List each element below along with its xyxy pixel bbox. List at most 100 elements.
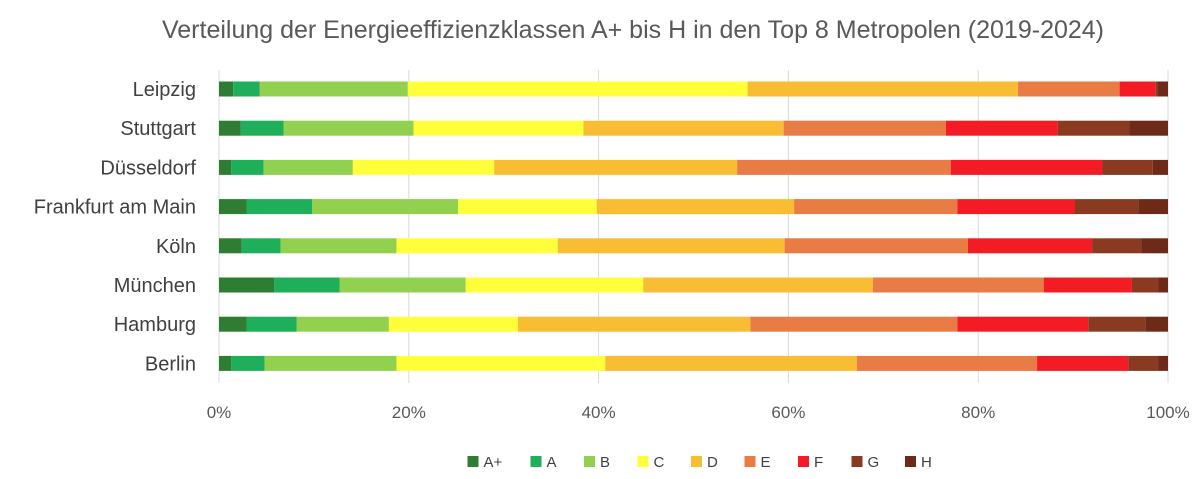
gridlines — [218, 70, 1169, 383]
bar-segment — [1128, 355, 1159, 371]
bar-segment — [1141, 238, 1168, 254]
bar-segment — [794, 199, 958, 215]
bar-segment — [605, 355, 857, 371]
bar-segment — [465, 277, 644, 293]
bar-segment — [557, 238, 785, 254]
bar-segment — [872, 277, 1044, 293]
legend-label: D — [707, 454, 718, 471]
legend-swatch — [905, 456, 916, 467]
bar-segment — [231, 159, 264, 175]
x-tick-label: 80% — [961, 403, 995, 422]
bar-segment — [264, 355, 397, 371]
category-axis: Leipzig Stuttgart Düsseldorf Frankfurt am M… — [34, 79, 197, 375]
bar-segment — [747, 81, 1019, 97]
bar-segment — [1018, 81, 1120, 97]
bar-segment — [1131, 277, 1159, 293]
category-label: Leipzig — [133, 79, 196, 101]
bar-segment — [352, 159, 495, 175]
bars — [219, 81, 1168, 371]
bar-segment — [1157, 81, 1168, 97]
x-tick-label: 40% — [582, 403, 616, 422]
bar-segment — [219, 199, 247, 215]
category-label: Stuttgart — [120, 118, 196, 140]
bar-segment — [856, 355, 1038, 371]
bar-segment — [1145, 316, 1168, 332]
bar-segment — [219, 277, 275, 293]
legend-label: A+ — [484, 454, 503, 471]
bar-segment — [643, 277, 873, 293]
x-tick-label: 20% — [392, 403, 426, 422]
bar-segment — [1088, 316, 1146, 332]
bar-segment — [246, 199, 313, 215]
bar-segment — [396, 238, 558, 254]
bar-segment — [1129, 120, 1168, 136]
bar-segment — [596, 199, 795, 215]
bar-segment — [945, 120, 1058, 136]
category-label: Köln — [156, 236, 196, 258]
legend-swatch — [467, 456, 479, 467]
bar-segment — [1158, 355, 1168, 371]
bar-segment — [312, 199, 459, 215]
legend-label: E — [761, 454, 771, 471]
x-tick-label: 60% — [771, 403, 805, 422]
bar-segment — [219, 159, 232, 175]
legend-label: C — [654, 454, 665, 471]
bar-segment — [259, 81, 408, 97]
bar-segment — [246, 316, 297, 332]
bar-segment — [240, 120, 284, 136]
bar-segment — [1092, 238, 1142, 254]
legend-swatch — [530, 456, 542, 467]
bar-segment — [280, 238, 397, 254]
bar-segment — [1057, 120, 1130, 136]
legend-label: A — [547, 454, 557, 471]
bar-segment — [283, 120, 414, 136]
bar-segment — [1102, 159, 1153, 175]
bar-segment — [219, 238, 242, 254]
legend-label: G — [868, 454, 880, 471]
legend-swatch — [798, 456, 809, 467]
bar-segment — [219, 81, 234, 97]
bar-segment — [233, 81, 260, 97]
bar-segment — [1138, 199, 1168, 215]
bar-segment — [388, 316, 518, 332]
bar-segment — [339, 277, 466, 293]
bar-segment — [1074, 199, 1139, 215]
x-tick-label: 0% — [207, 403, 232, 422]
bar-segment — [219, 355, 232, 371]
legend-swatch — [584, 456, 595, 467]
category-label: München — [114, 275, 196, 297]
bar-segment — [1158, 277, 1168, 293]
legend-swatch — [851, 456, 863, 467]
category-label: Düsseldorf — [100, 157, 196, 179]
legend-label: F — [814, 454, 823, 471]
bar-segment — [517, 316, 751, 332]
bar-segment — [957, 199, 1075, 215]
bar-segment — [241, 238, 281, 254]
bar-segment — [967, 238, 1093, 254]
legend-swatch — [637, 456, 649, 467]
bar-segment — [274, 277, 340, 293]
bar-segment — [750, 316, 958, 332]
bar-segment — [784, 238, 968, 254]
category-label: Hamburg — [114, 314, 196, 336]
legend-label: B — [600, 454, 610, 471]
bar-segment — [458, 199, 597, 215]
bar-segment — [219, 316, 247, 332]
bar-segment — [263, 159, 353, 175]
bar-segment — [494, 159, 738, 175]
legend-swatch — [744, 456, 756, 467]
bar-segment — [413, 120, 584, 136]
bar-segment — [1152, 159, 1168, 175]
category-label: Frankfurt am Main — [34, 197, 196, 219]
bar-segment — [957, 316, 1089, 332]
chart-title: Verteilung der Energieeffizienzklassen A… — [162, 16, 1104, 44]
bar-segment — [783, 120, 946, 136]
bar-segment — [396, 355, 606, 371]
bar-segment — [1037, 355, 1129, 371]
legend-label: H — [921, 454, 932, 471]
legend-swatch — [691, 456, 702, 467]
x-tick-label: 100% — [1146, 403, 1189, 422]
bar-segment — [231, 355, 265, 371]
bar-segment — [1155, 81, 1158, 97]
